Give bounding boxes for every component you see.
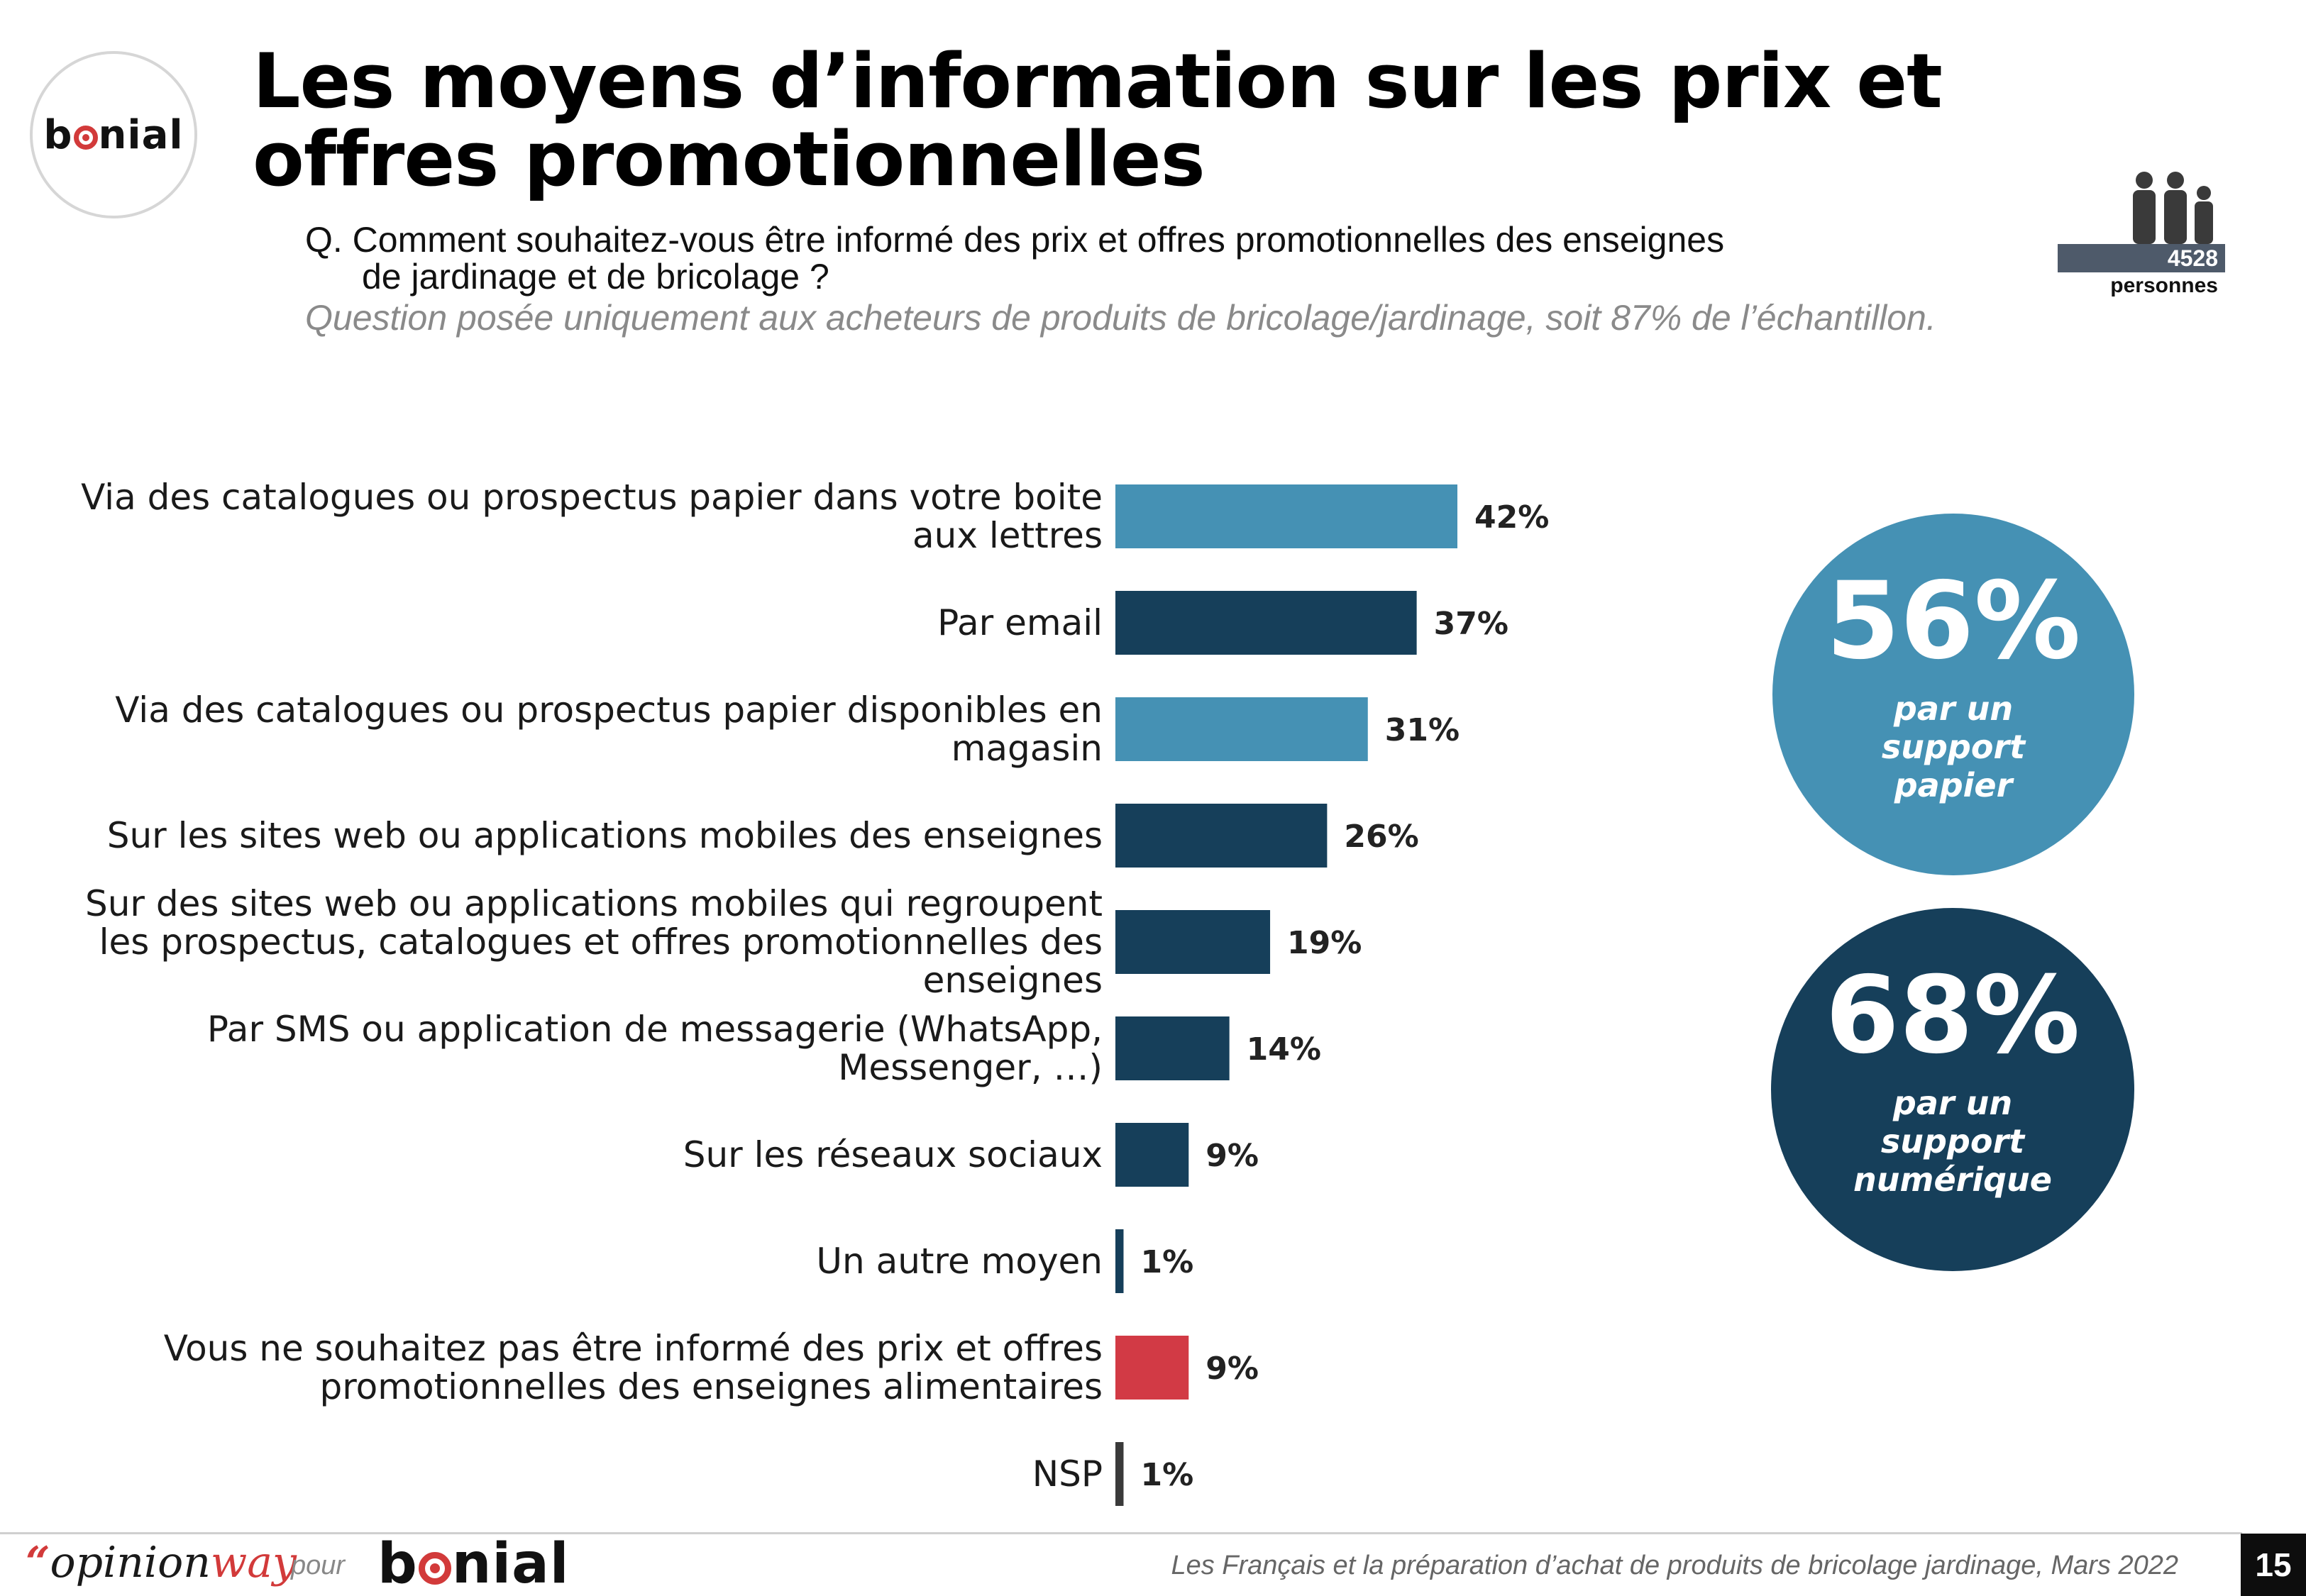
page-number: 15: [2241, 1534, 2306, 1596]
category-label-5-line-2: les prospectus, catalogues et offres pro…: [99, 921, 1103, 963]
value-label-1: 42%: [1474, 499, 1549, 536]
footer-source: Les Français et la préparation d’achat d…: [1171, 1551, 2178, 1580]
category-label-4-line-1: Sur les sites web ou applications mobile…: [107, 815, 1103, 856]
bar-5: [1115, 910, 1271, 974]
category-label-10-line-1: NSP: [1032, 1453, 1103, 1495]
sample-count: 4528: [2167, 245, 2218, 271]
sample-bar: [2058, 244, 2225, 272]
category-label-3: Via des catalogues ou prospectus papier …: [115, 689, 1103, 769]
category-label-7-line-1: Sur les réseaux sociaux: [683, 1134, 1103, 1175]
opinionway-opinion: opinion: [50, 1538, 211, 1587]
summary-paper-label: par un support papier: [1881, 689, 2026, 804]
value-label-2: 37%: [1434, 606, 1508, 642]
summary-paper-bubble: 56% par un support papier: [1772, 514, 2134, 875]
value-label-5: 19%: [1287, 925, 1362, 961]
value-label-10: 1%: [1140, 1457, 1193, 1493]
bar-4: [1115, 804, 1328, 868]
question-line-1: Q. Comment souhaitez-vous être informé d…: [305, 220, 1725, 260]
summary-paper-value: 56%: [1826, 560, 2081, 683]
question-text: Q. Comment souhaitez-vous être informé d…: [305, 221, 2029, 295]
bar-1: [1115, 484, 1457, 548]
footer-bonial-logo: b nial: [377, 1532, 569, 1596]
brand-b: b: [43, 111, 73, 158]
bar-10: [1115, 1442, 1124, 1506]
value-label-9: 9%: [1206, 1351, 1259, 1387]
category-label-1: Via des catalogues ou prospectus papier …: [81, 477, 1103, 556]
value-label-8: 1%: [1140, 1244, 1193, 1280]
question-note: Question posée uniquement aux acheteurs …: [305, 298, 1936, 338]
opinionway-way: way: [210, 1538, 297, 1587]
value-label-7: 9%: [1206, 1138, 1259, 1174]
bonial-wordmark: b nial: [43, 112, 183, 158]
opinionway-quote: “: [26, 1538, 50, 1587]
category-label-1-line-2: aux lettres: [912, 515, 1103, 556]
category-label-10: NSP: [1032, 1453, 1103, 1495]
brand-rest: nial: [98, 111, 184, 158]
category-label-5-line-3: enseignes: [923, 960, 1103, 1001]
category-label-9: Vous ne souhaitez pas être informé des p…: [164, 1328, 1103, 1407]
category-label-2: Par email: [937, 602, 1103, 643]
footer-divider: [0, 1532, 2242, 1534]
category-label-5-line-1: Sur des sites web ou applications mobile…: [85, 883, 1103, 924]
opinionway-logo: “opinionway: [26, 1538, 297, 1587]
footer-brand-b: b: [377, 1532, 418, 1596]
category-label-5: Sur des sites web ou applications mobile…: [85, 883, 1103, 1001]
question-line-2: de jardinage et de bricolage ?: [362, 257, 829, 297]
value-label-3: 31%: [1385, 712, 1460, 748]
category-label-6: Par SMS ou application de messagerie (Wh…: [207, 1009, 1103, 1088]
value-label-6: 14%: [1247, 1031, 1321, 1068]
bar-3: [1115, 697, 1368, 761]
category-label-4: Sur les sites web ou applications mobile…: [107, 815, 1103, 856]
category-label-2-line-1: Par email: [937, 602, 1103, 643]
category-label-9-line-1: Vous ne souhaitez pas être informé des p…: [164, 1328, 1103, 1369]
bar-2: [1115, 591, 1417, 655]
category-label-7: Sur les réseaux sociaux: [683, 1134, 1103, 1175]
category-label-6-line-1: Par SMS ou application de messagerie (Wh…: [207, 1009, 1103, 1050]
bonial-o-mark-icon: [73, 126, 98, 150]
category-label-1-line-1: Via des catalogues ou prospectus papier …: [81, 477, 1103, 518]
summary-digital-bubble: 68% par un support numérique: [1771, 908, 2134, 1271]
summary-digital-value: 68%: [1825, 954, 2080, 1077]
category-label-8-line-1: Un autre moyen: [816, 1241, 1103, 1282]
category-label-3-line-1: Via des catalogues ou prospectus papier …: [115, 689, 1103, 731]
category-label-8: Un autre moyen: [816, 1241, 1103, 1282]
category-label-6-line-2: Messenger, …): [838, 1047, 1103, 1088]
sample-label: personnes: [2110, 274, 2218, 297]
sample-size-badge: 4528 personnes: [2058, 170, 2225, 298]
bar-9: [1115, 1336, 1189, 1400]
bar-6: [1115, 1016, 1230, 1080]
category-label-3-line-2: magasin: [951, 728, 1103, 769]
bar-chart: 42% Via des catalogues ou prospectus papi…: [81, 477, 1549, 1506]
footer-bonial-o-mark-icon: [418, 1552, 451, 1585]
people-group-icon: [2133, 172, 2213, 244]
footer-bonial-wordmark: b nial: [377, 1532, 569, 1596]
value-label-4: 26%: [1344, 819, 1418, 855]
footer-pour: pour: [291, 1551, 346, 1580]
summary-digital-label: par un support numérique: [1853, 1084, 2052, 1199]
bar-7: [1115, 1123, 1189, 1187]
footer-brand-rest: nial: [451, 1532, 570, 1596]
bar-8: [1115, 1229, 1124, 1293]
page-title: Les moyens d’information sur les prix et…: [253, 38, 1943, 203]
category-label-9-line-2: promotionnelles des enseignes alimentair…: [319, 1366, 1103, 1407]
bonial-logo: b nial: [30, 51, 197, 218]
